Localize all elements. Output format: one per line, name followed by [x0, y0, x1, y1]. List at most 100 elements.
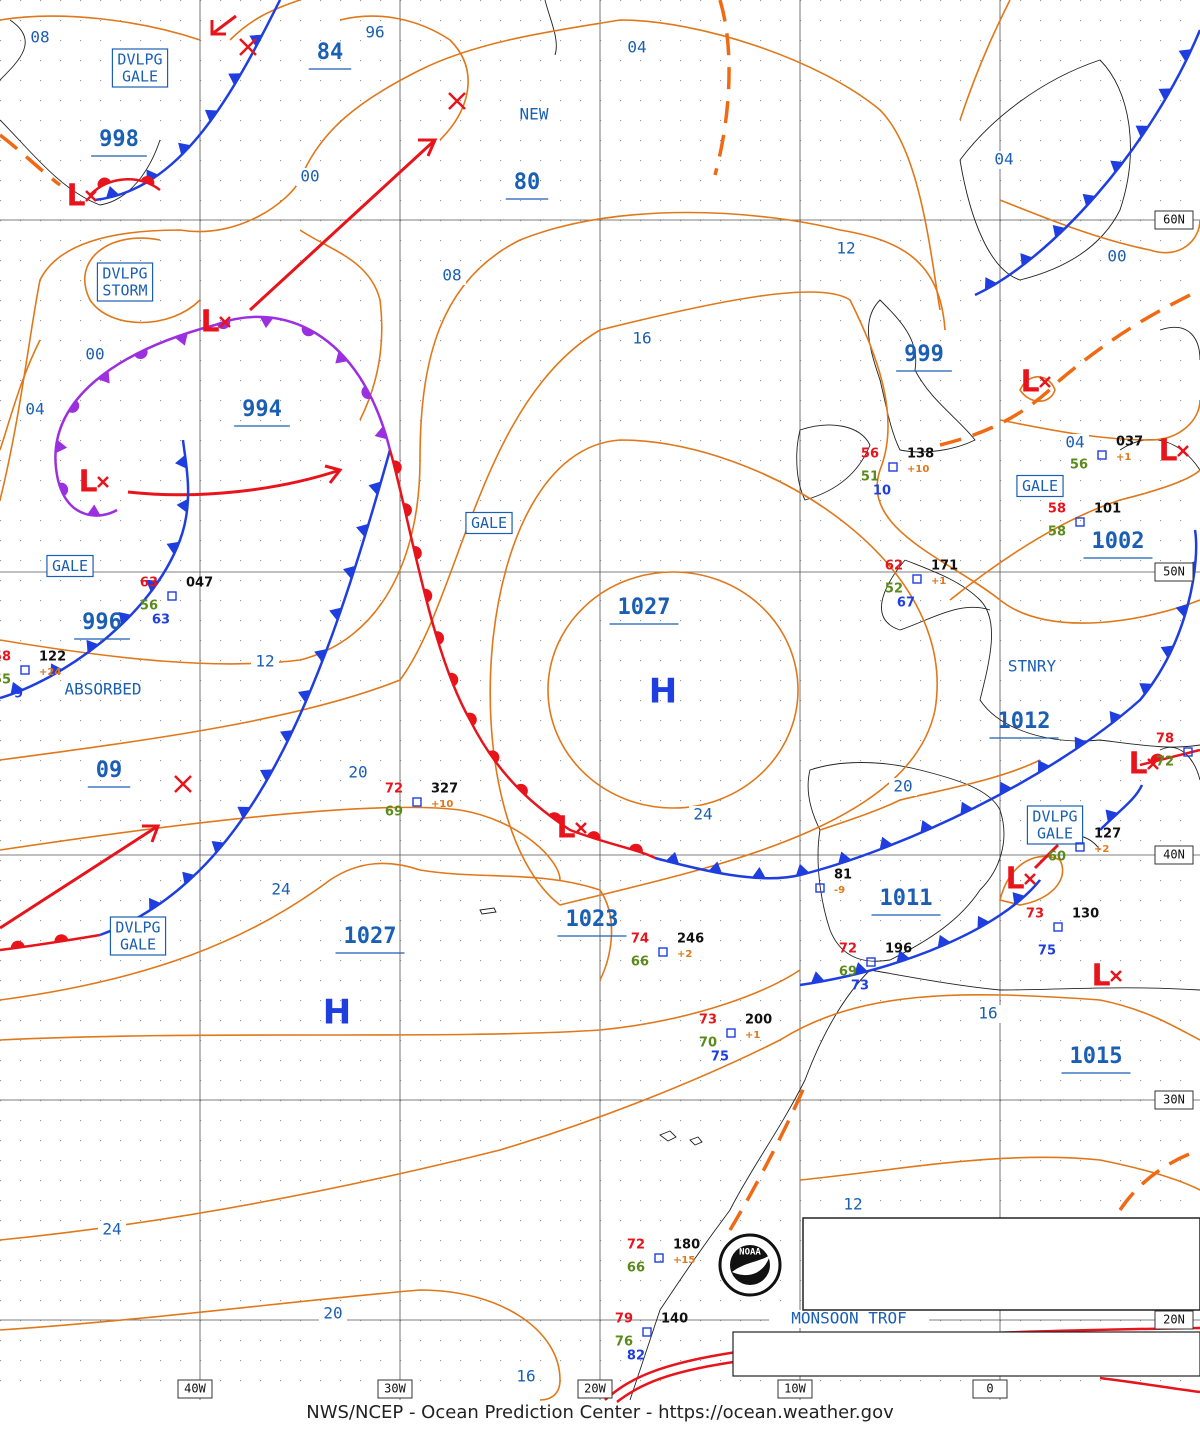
isobar-label-bg [98, 1221, 126, 1239]
front-triangle [228, 73, 242, 86]
low-symbol: L [556, 811, 575, 846]
front-triangle [879, 836, 893, 850]
warning-label: DVLPG [1032, 808, 1077, 826]
station-symbol [1075, 842, 1085, 852]
x-marks [174, 38, 466, 793]
front-triangle [1012, 892, 1026, 906]
front-triangle [853, 962, 868, 975]
lat-label: 20N [1163, 1313, 1185, 1327]
front-triangle [1052, 224, 1066, 238]
front-semicircle [435, 631, 445, 645]
front-semicircle [423, 588, 433, 603]
front-triangle [1020, 253, 1033, 267]
station-temp: 78 [1156, 732, 1174, 747]
station-tendency: +15 [673, 1255, 695, 1266]
station-temp: 62 [885, 559, 903, 574]
station-dewpoint: 66 [627, 1261, 645, 1276]
low-symbol: L [1158, 434, 1177, 469]
isobar-label: 16 [632, 329, 651, 348]
front-triangle [810, 971, 825, 984]
front-triangle [211, 840, 225, 854]
station-temp: 74 [631, 932, 649, 947]
station-temp: 73 [1026, 907, 1044, 922]
lat-label: 60N [1163, 213, 1185, 227]
station-sst: 9 [14, 687, 23, 702]
high-symbol: H [649, 672, 677, 712]
front-semicircle [134, 348, 148, 359]
lat-box [1154, 562, 1194, 582]
station-tendency: +1 [1116, 452, 1131, 463]
station-temp: 72 [627, 1238, 645, 1253]
front-triangle [176, 498, 189, 513]
pressure-center: 1023 [566, 907, 619, 932]
front-semicircle [488, 750, 500, 764]
pressure-center: 84 [317, 40, 344, 65]
isobar-label-bg [438, 267, 466, 285]
lon-label: 0 [986, 1382, 993, 1396]
station-symbol [866, 957, 876, 967]
front-cold [0, 439, 190, 700]
front-triangle [86, 639, 99, 653]
station-dewpoint: 51 [861, 470, 879, 485]
graticule [0, 0, 1200, 1400]
station-pressure: 130 [1072, 907, 1099, 922]
station-symbol [654, 1253, 664, 1263]
front-warm [89, 178, 161, 196]
warning-label: DVLPG [102, 265, 147, 283]
station-tendency: +1 [931, 576, 946, 587]
front-triangle [50, 663, 63, 677]
station-tendency: +10 [907, 464, 929, 475]
station-pressure: 101 [1094, 502, 1121, 517]
station-tendency: +1 [745, 1030, 760, 1041]
front-triangle [174, 332, 188, 346]
isobar-label-bg [974, 1005, 1002, 1023]
lon-label: 40W [184, 1382, 206, 1396]
warning-box [1026, 805, 1084, 845]
front-semicircle [361, 385, 372, 399]
lon-box [577, 1379, 613, 1399]
low-x [1024, 873, 1036, 885]
station-pressure: 327 [431, 782, 458, 797]
station-dewpoint: 58 [1048, 525, 1066, 540]
front-triangle [1135, 125, 1149, 138]
low-x [1177, 445, 1189, 457]
isobar-label: 20 [323, 1304, 342, 1323]
isobar-label-bg [319, 1305, 347, 1323]
isobar-label-bg [1061, 434, 1089, 452]
isobar-label-bg [344, 764, 372, 782]
low-symbol: L [1091, 959, 1110, 994]
pressure-center: 80 [514, 170, 541, 195]
station-dewpoint: 69 [839, 965, 857, 980]
pressure-center: 998 [99, 127, 139, 152]
pressure-center: 1027 [618, 595, 671, 620]
front-semicircle [403, 503, 412, 517]
isobar-label: 08 [442, 266, 461, 285]
isobar-label: 04 [994, 150, 1013, 169]
station-sst: 67 [897, 596, 915, 611]
pressure-center: 1027 [344, 924, 397, 949]
station-dewpoint: 69 [385, 805, 403, 820]
front-triangle [1105, 809, 1119, 823]
pressure-center: 999 [904, 342, 944, 367]
station-symbol [1053, 922, 1063, 932]
noaa-logo: NOAA [718, 1233, 782, 1297]
station-pressure: 127 [1094, 827, 1121, 842]
front-triangle [960, 801, 973, 815]
station-dewpoint: 76 [615, 1335, 633, 1350]
front-semicircle [548, 812, 562, 824]
warning-label: DVLPG [117, 51, 162, 69]
station-pressure: 047 [186, 576, 213, 591]
low-x [1039, 376, 1051, 388]
isobar-label-bg [889, 778, 917, 796]
station-dewpoint: 60 [1048, 850, 1066, 865]
front-cold [1099, 784, 1144, 831]
station-symbol [1183, 747, 1193, 757]
station-dewpoint: 56 [1070, 458, 1088, 473]
low-symbol: L [1005, 862, 1024, 897]
lon-label: 10W [784, 1382, 806, 1396]
station-pressure: 81 [834, 868, 852, 883]
front-semicircle [413, 546, 422, 560]
station-dewpoint: 52 [885, 582, 903, 597]
isobar-label-bg [81, 346, 109, 364]
